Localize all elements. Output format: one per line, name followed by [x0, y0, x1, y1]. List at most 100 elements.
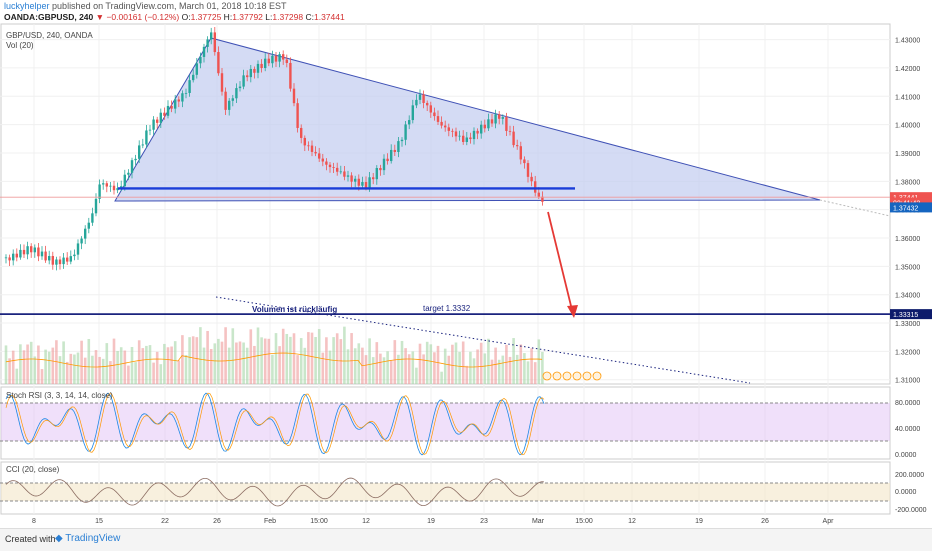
volume-bar [263, 338, 267, 384]
event-marker [552, 371, 562, 381]
volume-bar [325, 337, 328, 384]
candle-body [22, 249, 26, 255]
volume-bar [368, 338, 371, 384]
candle-body [526, 163, 530, 177]
event-marker [582, 371, 592, 381]
candle-body [44, 251, 47, 261]
candle-body [181, 93, 184, 102]
candle-body [26, 246, 29, 255]
candle-body [354, 178, 357, 182]
candle-body [400, 139, 404, 142]
volume-bar [26, 344, 29, 384]
candle-body [188, 80, 191, 93]
candle-body [530, 176, 533, 182]
x-tick-label: 12 [362, 518, 370, 525]
stoch-k-line [5, 392, 545, 456]
volume-bar [458, 351, 461, 384]
candle-body [379, 168, 382, 171]
publisher-user[interactable]: luckyhelper [4, 1, 50, 11]
candle-body [292, 88, 296, 104]
candle-body [130, 160, 134, 173]
volume-bar [249, 329, 253, 384]
candle-body [285, 59, 288, 63]
symbol: OANDA:GBPUSD, 240 [4, 12, 94, 22]
candle-body [516, 145, 519, 147]
candle-body [447, 127, 450, 131]
candle-body [480, 124, 483, 134]
volume-bar [335, 333, 339, 384]
volume-bar [15, 368, 19, 384]
candle-body [98, 184, 101, 199]
candle-body [436, 116, 440, 122]
candle-body [170, 105, 173, 109]
volume-bar [184, 355, 188, 384]
candle-body [76, 243, 80, 255]
volume-bar [44, 349, 47, 384]
volume-bar [231, 328, 235, 384]
candle-body [411, 105, 414, 121]
publisher-line: luckyhelper published on TradingView.com… [4, 1, 287, 11]
volume-bar [429, 344, 433, 384]
candle-body [184, 92, 188, 94]
candle-body [534, 181, 537, 193]
volume-bar [253, 345, 256, 384]
volume-bar [483, 353, 487, 384]
candle-body [282, 54, 285, 60]
candle-body [498, 114, 501, 119]
tradingview-logo[interactable]: ◆ TradingView [55, 533, 121, 544]
candle-body [51, 256, 54, 265]
y-tick-label: 1.31000 [895, 378, 920, 385]
candle-body [30, 246, 33, 253]
volume-bar [101, 358, 105, 384]
candle-body [138, 145, 141, 159]
candle-body [300, 127, 303, 138]
volume-bar [130, 347, 134, 384]
high-value: 1.37792 [232, 12, 263, 22]
publish-info: published on TradingView.com, March 01, … [52, 1, 287, 11]
volume-bar [314, 336, 317, 384]
volume-bar [353, 348, 357, 384]
candle-body [278, 54, 281, 62]
change: −0.00161 (−0.12%) [106, 12, 180, 22]
volume-bar [148, 345, 152, 384]
candle-body [368, 177, 371, 189]
volume-bar [339, 339, 343, 384]
x-tick-label: Feb [264, 518, 276, 525]
volume-bar [217, 338, 220, 384]
created-with-label: Created with [5, 534, 56, 544]
target-arrow-head [567, 305, 578, 318]
candle-body [48, 256, 51, 261]
candle-body [80, 238, 83, 244]
candle-body [148, 129, 152, 131]
candle-body [336, 167, 339, 172]
candle-body [127, 172, 130, 175]
volume-bar [497, 359, 501, 384]
candle-body [231, 98, 234, 101]
candle-body [483, 124, 486, 129]
candle-body [123, 174, 126, 187]
candle-body [120, 186, 123, 189]
x-tick-label: Mar [532, 518, 545, 525]
volume-bar [461, 341, 465, 384]
volume-bar [29, 341, 33, 384]
candle-body [58, 259, 62, 265]
volume-bar [116, 350, 119, 384]
volume-bar [469, 351, 472, 384]
candle-body [166, 105, 170, 116]
volume-bar [440, 371, 443, 384]
candle-body [325, 161, 328, 165]
volume-bar [152, 362, 155, 384]
volume-bar [310, 332, 314, 384]
volume-bar [451, 344, 454, 384]
target-label: target 1.3332 [423, 304, 471, 313]
candle-body [210, 32, 213, 40]
candle-body [217, 52, 220, 74]
candle-body [307, 145, 310, 147]
volume-bar [364, 355, 368, 384]
y-tick-label: 1.36000 [895, 236, 920, 243]
candle-body [274, 55, 278, 62]
volume-bar [98, 356, 101, 384]
volume-bar [472, 358, 476, 384]
tradingview-brand: TradingView [65, 533, 121, 544]
volume-bar [209, 348, 213, 384]
